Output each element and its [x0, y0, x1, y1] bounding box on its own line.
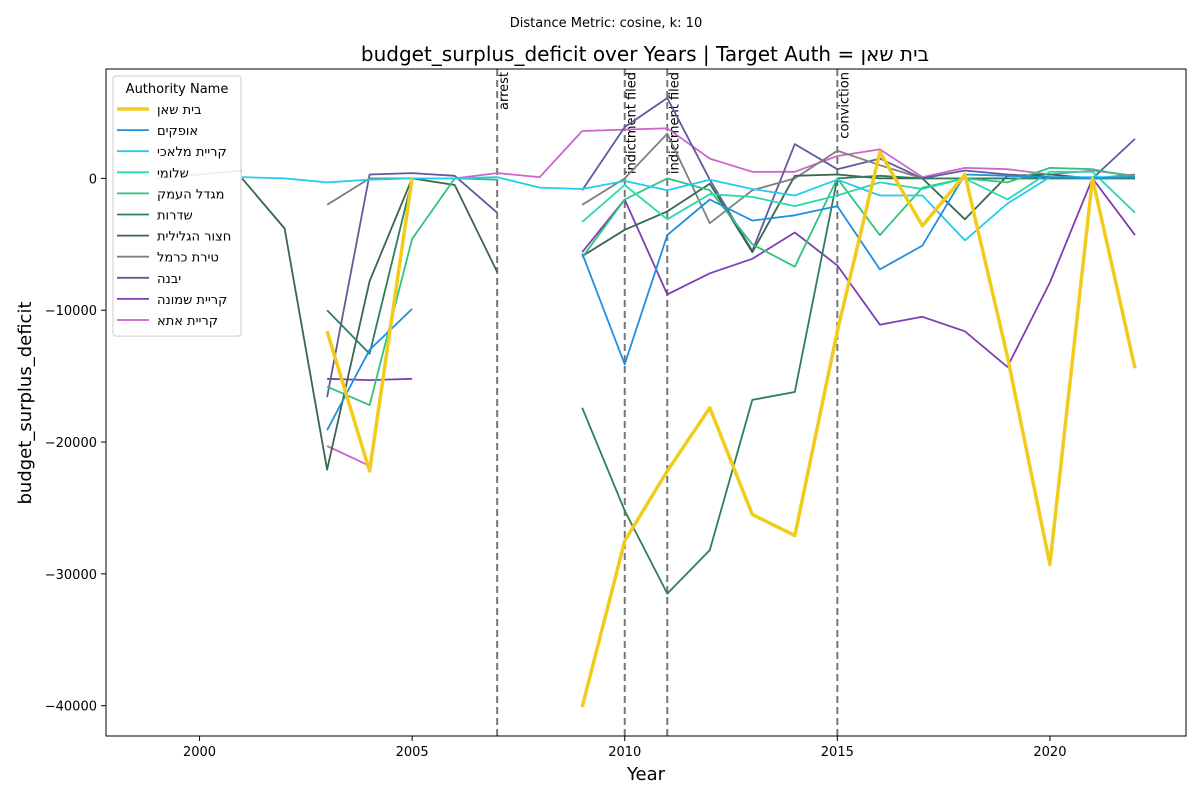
y-tick-label: −40000 — [45, 700, 97, 715]
x-tick-label: 2020 — [1033, 745, 1066, 760]
y-tick-label: −30000 — [45, 568, 97, 583]
x-tick-label: 2010 — [608, 745, 641, 760]
chart-title: budget_surplus_deficit over Years | Targ… — [361, 42, 929, 66]
x-tick-label: 2005 — [396, 745, 429, 760]
series-line — [326, 167, 1136, 406]
x-tick-label: 2015 — [821, 745, 854, 760]
y-axis-ticks: −40000 −30000 −20000 −10000 0 — [45, 172, 106, 715]
legend-label: קריית אתא — [157, 314, 218, 329]
series-line — [325, 150, 1137, 708]
legend-label: אופקים — [157, 124, 198, 139]
x-axis-title: Year — [626, 764, 666, 785]
series-line — [242, 176, 1135, 242]
event-label: indictment filed — [625, 72, 640, 174]
y-tick-label: −20000 — [45, 436, 97, 451]
legend-frame — [112, 75, 242, 337]
legend-label: קריית שמונה — [157, 293, 227, 308]
event-markers: arrest indictment filed indictment filed co… — [496, 69, 852, 736]
legend-label: טירת כרמל — [157, 251, 219, 266]
legend-label: קריית מלאכי — [157, 145, 227, 160]
legend-label: חצור הגלילית — [157, 230, 231, 245]
y-tick-label: 0 — [89, 172, 97, 187]
event-label: conviction — [837, 72, 852, 139]
legend-label: שלומי — [157, 166, 189, 181]
y-axis-title: budget_surplus_deficit — [15, 301, 36, 504]
legend-label: יבנה — [157, 272, 181, 287]
chart-suptitle: Distance Metric: cosine, k: 10 — [510, 16, 702, 31]
legend: Authority Name בית שאן אופקים קריית מלאכי של… — [112, 75, 242, 337]
event-label: arrest — [497, 72, 512, 110]
x-axis-ticks: 2000 2005 2010 2015 2020 — [183, 736, 1066, 760]
legend-title: Authority Name — [126, 82, 229, 97]
legend-label: בית שאן — [157, 103, 202, 118]
plot-area — [105, 68, 1187, 737]
y-tick-label: −10000 — [45, 304, 97, 319]
series-lines — [156, 97, 1137, 708]
series-line — [326, 174, 1135, 595]
legend-label: מגדל העמק — [157, 187, 225, 202]
event-label: indictment filed — [667, 72, 682, 174]
legend-label: שדרות — [157, 209, 193, 224]
series-line — [327, 177, 1136, 381]
x-tick-label: 2000 — [183, 745, 216, 760]
